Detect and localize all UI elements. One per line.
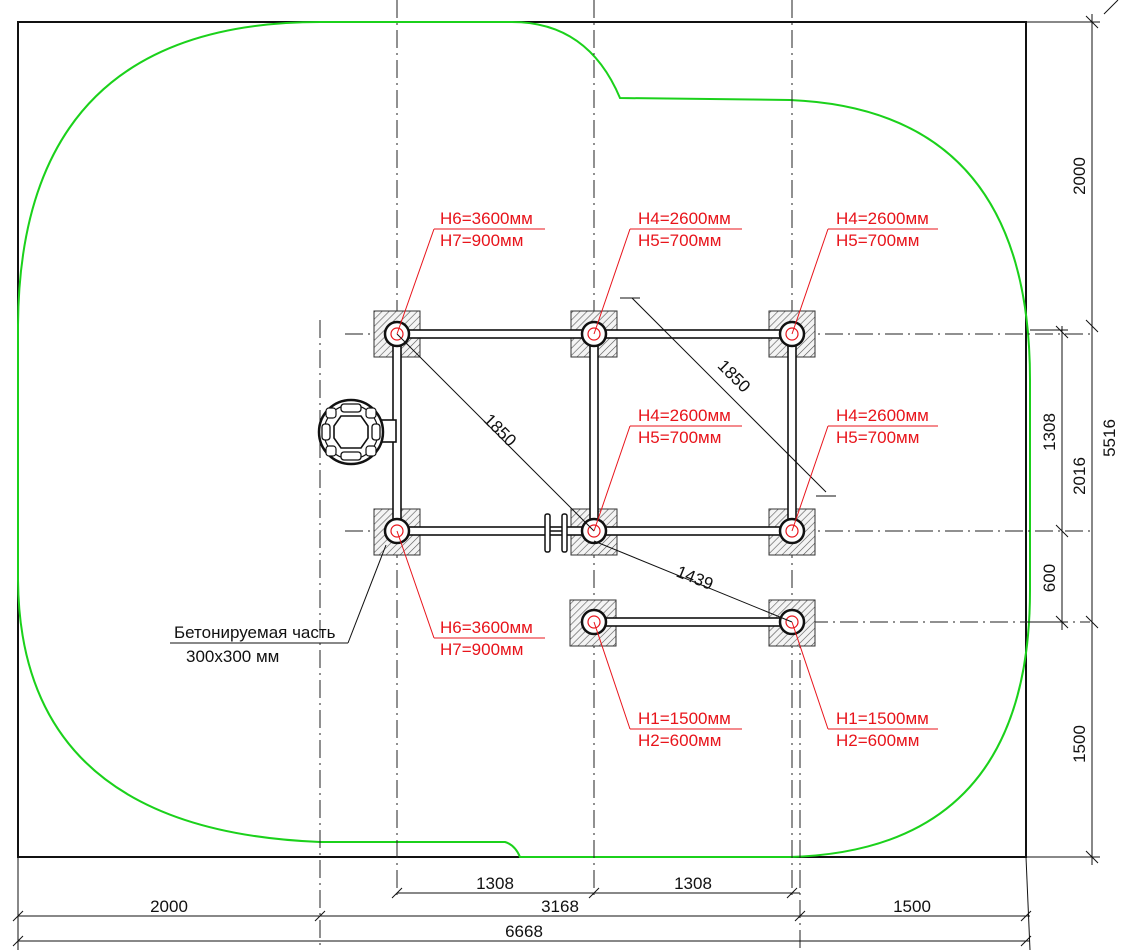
dim-1500-bottom: 1500	[893, 897, 931, 916]
post-height-top: H1=1500мм	[836, 709, 929, 728]
post-height-top: H4=2600мм	[836, 209, 929, 228]
concrete-note-line2: 300x300 мм	[186, 647, 279, 666]
concrete-note-line1: Бетонируемая часть	[174, 623, 336, 642]
dim-1500-right: 1500	[1070, 725, 1089, 763]
safety-zone-outline	[17, 21, 1031, 858]
post-height-bottom: H7=900мм	[440, 231, 523, 250]
wheel-panel-element	[317, 398, 397, 466]
dim-5516-right: 5516	[1100, 419, 1119, 457]
bottom-dimensions: 1308 1308 2000 3168 1500 6668	[12, 856, 1032, 950]
dim-1308-bottom-right: 1308	[674, 874, 712, 893]
post-height-bottom: H7=900мм	[440, 640, 523, 659]
post-height-top: H6=3600мм	[440, 618, 533, 637]
dim-2000-right: 2000	[1070, 157, 1089, 195]
post-height-top: H4=2600мм	[638, 406, 731, 425]
dim-2016-right: 2016	[1070, 457, 1089, 495]
post-height-bottom: H5=700мм	[836, 231, 919, 250]
post-height-labels: H6=3600мм H7=900мм H4=2600мм H5=700мм H4…	[440, 209, 929, 750]
right-dimensions: 2000 1308 2016 5516 600 1500	[1026, 0, 1119, 865]
site-boundary	[17, 21, 1027, 858]
post-height-top: H6=3600мм	[440, 209, 533, 228]
post-height-bottom: H5=700мм	[638, 428, 721, 447]
dim-3168-bottom: 3168	[541, 897, 579, 916]
post-height-bottom: H2=600мм	[836, 731, 919, 750]
post-height-top: H4=2600мм	[836, 406, 929, 425]
dim-2000-bottom: 2000	[150, 897, 188, 916]
post-height-bottom: H5=700мм	[638, 231, 721, 250]
dim-600-right: 600	[1040, 564, 1059, 592]
dim-1308-bottom-left: 1308	[476, 874, 514, 893]
label-leaders	[396, 228, 938, 730]
rung-element	[544, 513, 568, 553]
post-height-bottom: H2=600мм	[638, 731, 721, 750]
dim-6668-bottom: 6668	[505, 922, 543, 941]
concrete-note: Бетонируемая часть 300x300 мм	[170, 544, 387, 666]
dim-1308-right: 1308	[1040, 413, 1059, 451]
post-height-top: H4=2600мм	[638, 209, 731, 228]
post-height-top: H1=1500мм	[638, 709, 731, 728]
post-height-bottom: H5=700мм	[836, 428, 919, 447]
